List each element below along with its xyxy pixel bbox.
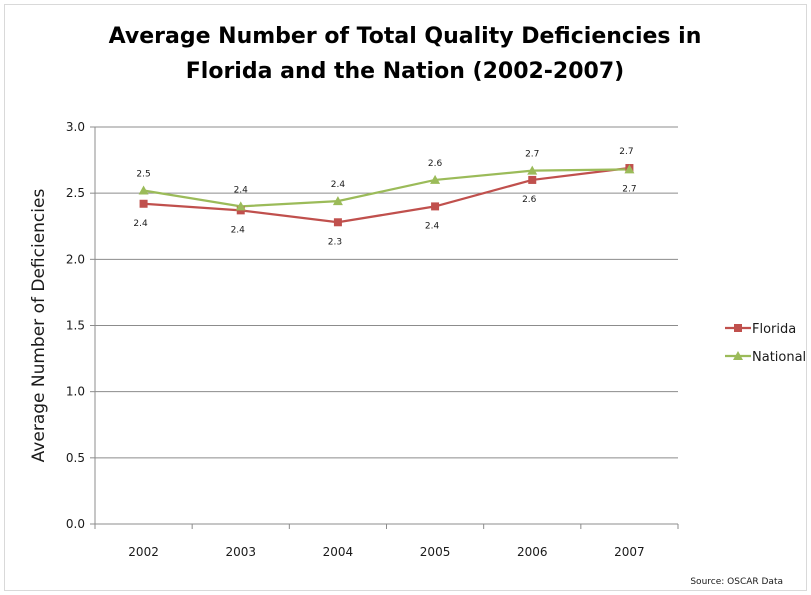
- data-label: 2.6: [522, 195, 537, 205]
- series-national-marker: [138, 185, 149, 195]
- legend-marker: [733, 351, 743, 360]
- y-tick-label: 2.0: [66, 252, 85, 266]
- series-national-marker: [332, 196, 343, 206]
- legend-marker: [734, 324, 742, 332]
- y-axis-title: Average Number of Deficiencies: [29, 189, 49, 463]
- x-tick-label: 2002: [128, 545, 159, 559]
- series-florida-marker: [431, 202, 440, 211]
- source-note: Source: OSCAR Data: [690, 577, 783, 587]
- data-label: 2.3: [328, 237, 342, 247]
- data-label: 2.4: [425, 221, 440, 231]
- chart-title-line: Florida and the Nation (2002-2007): [186, 59, 624, 84]
- y-tick-label: 1.0: [66, 385, 85, 399]
- x-tick-label: 2003: [225, 545, 256, 559]
- legend-label: National: [752, 350, 806, 365]
- data-label: 2.5: [136, 170, 150, 180]
- y-tick-label: 0.5: [66, 451, 85, 465]
- chart-title-line: Average Number of Total Quality Deficien…: [109, 24, 702, 49]
- series-national-marker: [624, 164, 635, 174]
- data-label: 2.7: [619, 147, 633, 157]
- data-label: 2.4: [133, 219, 148, 229]
- data-label: 2.6: [428, 159, 443, 169]
- data-label: 2.7: [525, 150, 539, 160]
- y-tick-label: 1.5: [66, 319, 85, 333]
- x-tick-label: 2005: [420, 545, 451, 559]
- legend-label: Florida: [752, 322, 796, 337]
- series-florida-marker: [139, 199, 148, 208]
- series-florida-marker: [528, 175, 537, 184]
- x-tick-label: 2004: [323, 545, 354, 559]
- y-tick-label: 3.0: [66, 120, 85, 134]
- y-tick-label: 0.0: [66, 517, 85, 531]
- series-national-marker: [527, 165, 538, 175]
- series-national-marker: [235, 201, 246, 211]
- series-florida-line: [143, 166, 630, 224]
- series-national-marker: [430, 174, 441, 184]
- series-florida-marker: [333, 218, 342, 227]
- data-label: 2.4: [234, 185, 249, 195]
- y-tick-label: 2.5: [66, 186, 85, 200]
- series-national-line: [143, 168, 630, 208]
- data-label: 2.7: [622, 184, 636, 194]
- x-tick-label: 2006: [517, 545, 548, 559]
- data-label: 2.4: [231, 225, 246, 235]
- data-label: 2.4: [331, 180, 346, 190]
- chart-frame: [4, 4, 807, 591]
- x-tick-label: 2007: [614, 545, 645, 559]
